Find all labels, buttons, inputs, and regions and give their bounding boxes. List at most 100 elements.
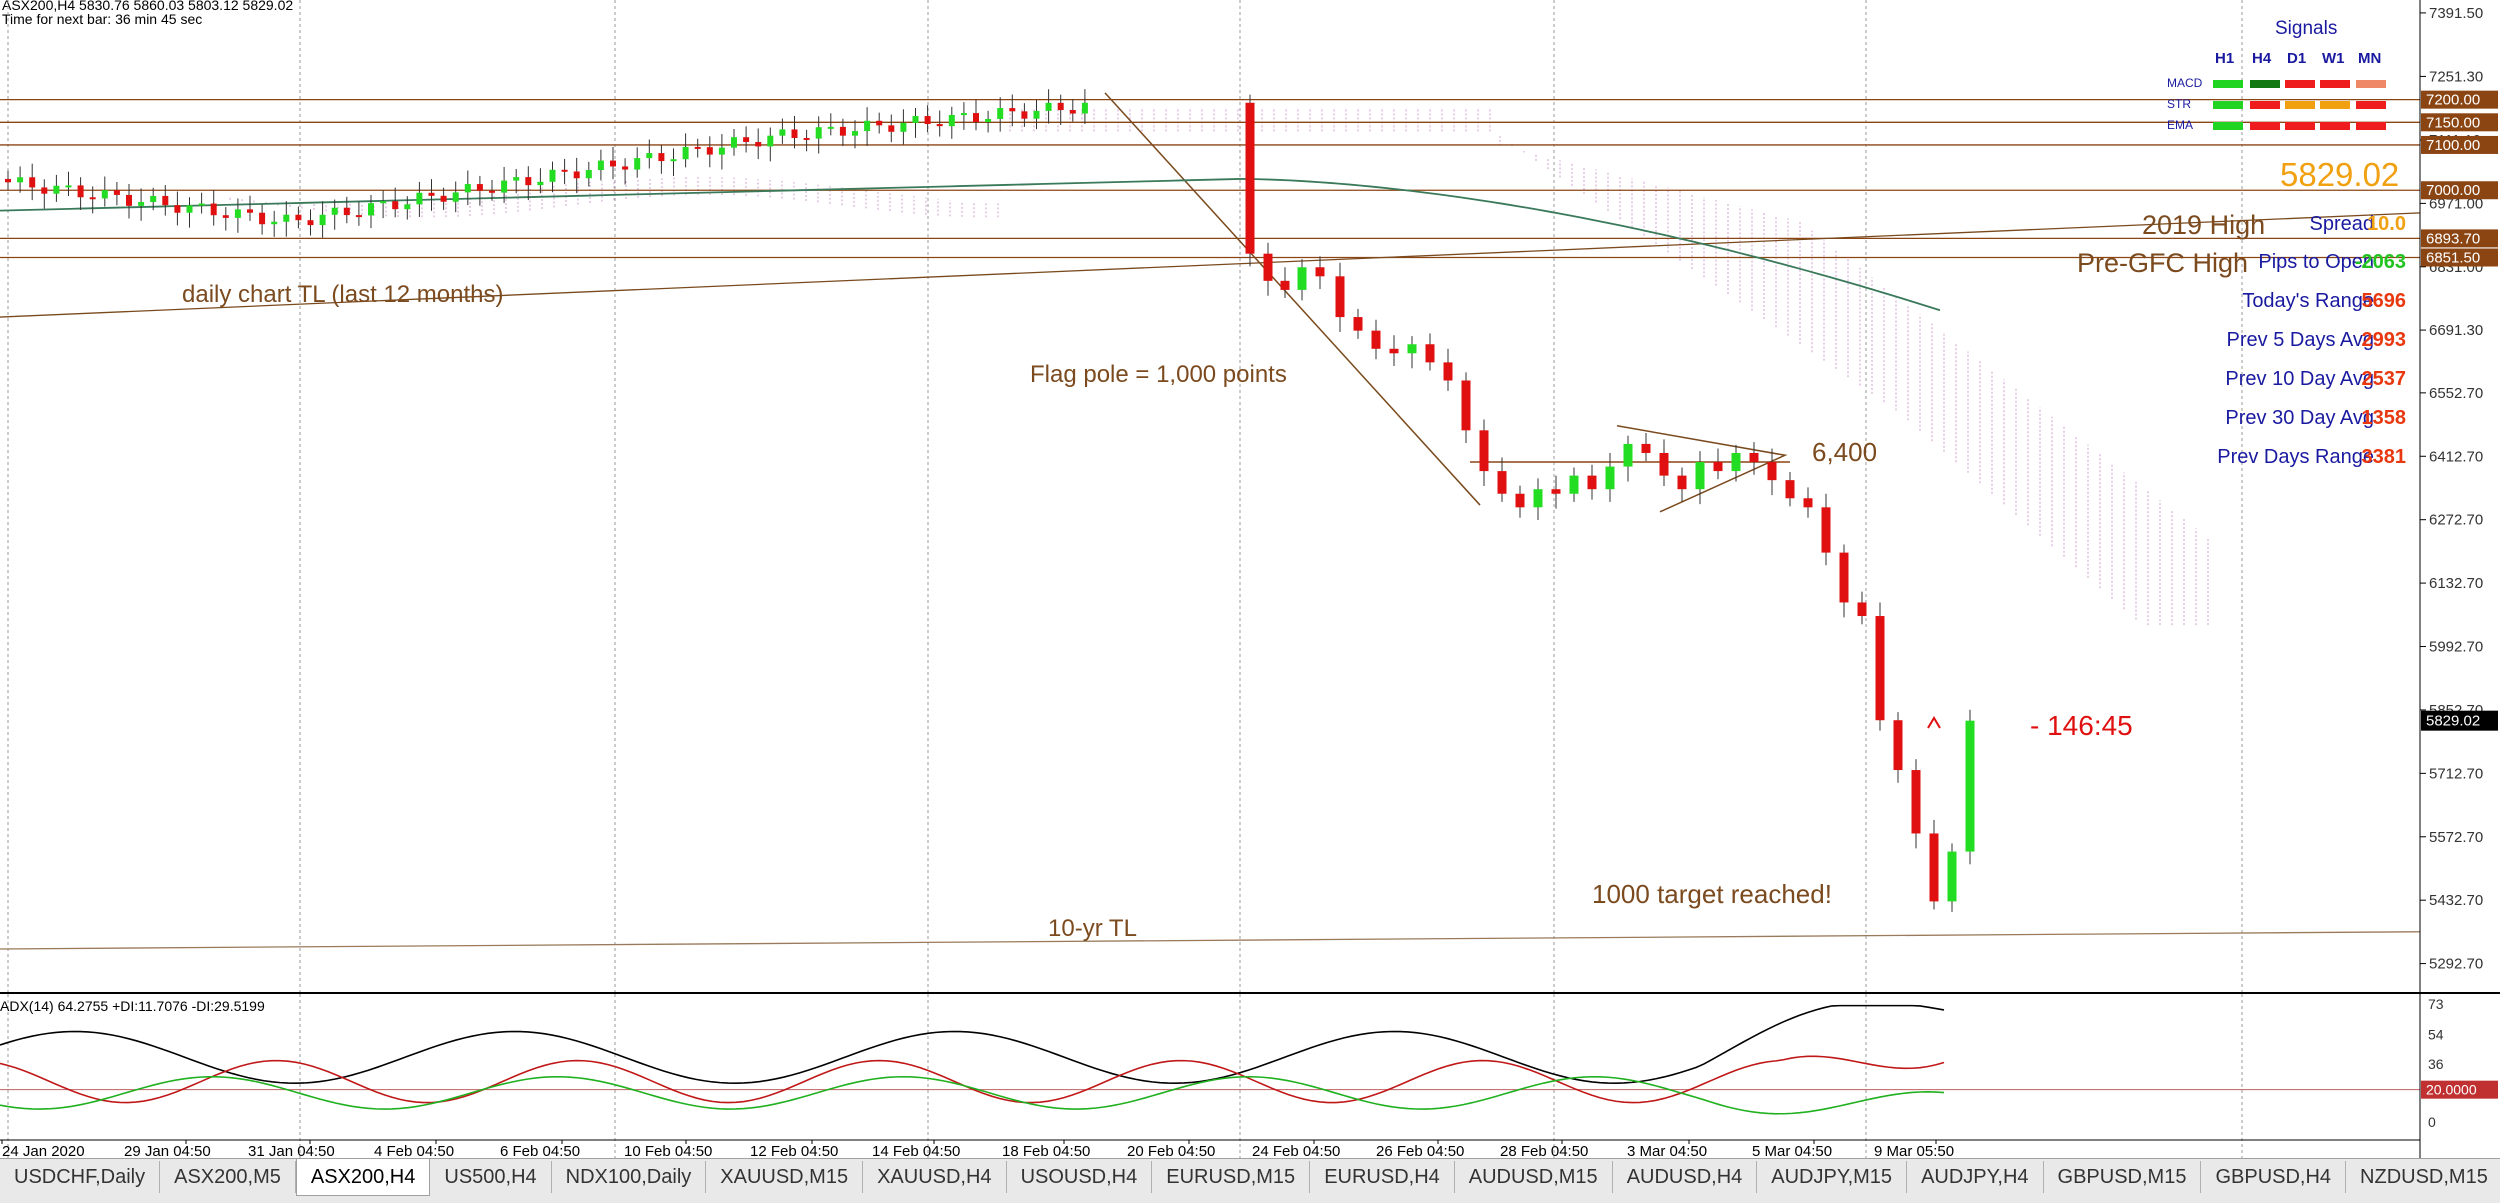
candle-body — [162, 195, 169, 206]
candle-body — [1731, 452, 1741, 472]
candle-body — [791, 129, 798, 138]
signals-title: Signals — [2275, 18, 2337, 39]
candle-body — [924, 116, 931, 125]
candle-body — [1569, 475, 1579, 494]
pennant-triangle — [1616, 425, 1788, 513]
candle-body — [77, 185, 84, 198]
candle-body — [839, 126, 846, 136]
candle-body — [307, 220, 314, 226]
chart-tab-usousd-h4[interactable]: USOUSD,H4 — [1007, 1161, 1153, 1193]
candle-body — [876, 120, 883, 126]
signal-row-label: EMA — [2167, 118, 2193, 132]
candle-body — [5, 178, 11, 183]
candle-body — [912, 116, 919, 123]
chart-tab-eurusd-h4[interactable]: EURUSD,H4 — [1310, 1161, 1455, 1193]
candle-body — [960, 113, 967, 116]
chart-tab-xauusd-m15[interactable]: XAUUSD,M15 — [706, 1161, 864, 1193]
candle-body — [1587, 475, 1597, 490]
candle-body — [1803, 498, 1813, 508]
candle-body — [234, 209, 241, 218]
signal-cell — [2356, 80, 2386, 88]
time-axis-label: 12 Feb 04:50 — [750, 1143, 838, 1158]
candle-body — [537, 181, 544, 186]
signal-cell — [2320, 122, 2350, 130]
candle-body — [17, 177, 24, 183]
chart-tab-us500-h4[interactable]: US500,H4 — [430, 1161, 552, 1193]
candle-body — [501, 180, 508, 193]
chart-tab-asx200-m5[interactable]: ASX200,M5 — [160, 1161, 296, 1193]
level-price-tag — [2421, 229, 2498, 248]
candle-body — [1315, 267, 1325, 277]
adx-plus-di-line — [0, 1075, 1945, 1115]
candle-body — [973, 113, 979, 123]
info-row-label: Spread — [2310, 213, 2375, 235]
info-row-label: Prev 5 Days Avg — [2227, 329, 2374, 351]
chart-tab-audusd-h4[interactable]: AUDUSD,H4 — [1613, 1161, 1758, 1193]
time-axis-label: 26 Feb 04:50 — [1376, 1143, 1464, 1158]
signal-cell — [2320, 80, 2350, 88]
candle-body — [731, 137, 737, 148]
signal-cell — [2285, 80, 2315, 88]
daily-trendline — [0, 212, 2421, 318]
candle-body — [1659, 452, 1669, 476]
adx-indicator[interactable]: ADX(14) 64.2755 +DI:11.7076 -DI:29.5199 7… — [0, 994, 2500, 1158]
candle-body — [1297, 267, 1307, 290]
chart-tab-nzdusd-m15[interactable]: NZDUSD,M15 — [2346, 1161, 2500, 1193]
level-6400-annotation: 6,400 — [1812, 437, 1877, 467]
price-tick-label: 6971.00 — [2429, 195, 2483, 212]
candle-body — [476, 184, 483, 191]
chart-tab-gbpusd-h4[interactable]: GBPUSD,H4 — [2201, 1161, 2347, 1193]
chart-tab-audjpy-h4[interactable]: AUDJPY,H4 — [1907, 1161, 2044, 1193]
level-price-tag-text: 7200.00 — [2426, 92, 2480, 109]
price-chart[interactable]: daily chart TL (last 12 months) Flag pole… — [0, 0, 2500, 992]
chart-tab-ndx100-daily[interactable]: NDX100,Daily — [552, 1161, 707, 1193]
chart-tab-xauusd-h4[interactable]: XAUUSD,H4 — [863, 1161, 1007, 1193]
candle-body — [1857, 602, 1867, 617]
candle-body — [936, 124, 943, 127]
price-tick-label: 6132.70 — [2429, 575, 2483, 592]
candle-body — [113, 190, 120, 195]
candle-body — [440, 195, 447, 202]
candle-body — [888, 125, 895, 132]
level-price-tag-text: 6893.70 — [2426, 230, 2480, 247]
candle-body — [1045, 102, 1052, 111]
adx-label: ADX(14) 64.2755 +DI:11.7076 -DI:29.5199 — [0, 998, 265, 1014]
price-tick-label: 5712.70 — [2429, 765, 2483, 782]
flag-pole-annotation: Flag pole = 1,000 points — [1030, 361, 1287, 388]
chart-tab-asx200-h4[interactable]: ASX200,H4 — [295, 1159, 431, 1196]
signal-cell — [2285, 101, 2315, 109]
candle-body — [1893, 720, 1903, 771]
candle-body — [1497, 471, 1507, 494]
time-axis-label: 18 Feb 04:50 — [1002, 1143, 1090, 1158]
price-tick-label: 6412.70 — [2429, 448, 2483, 465]
time-axis-label: 3 Mar 04:50 — [1627, 1143, 1707, 1158]
adx-tick-label: 54 — [2428, 1027, 2444, 1043]
candle-body — [1335, 276, 1345, 318]
time-axis-label: 31 Jan 04:50 — [248, 1143, 335, 1158]
high-2019-label: 2019 High — [2142, 210, 2265, 240]
candle-body — [1479, 430, 1489, 472]
signal-cell — [2213, 101, 2243, 109]
symbol-header: ASX200,H4 5830.76 5860.03 5803.12 5829.0… — [2, 0, 294, 13]
level-price-tag-text: 6851.50 — [2426, 250, 2480, 267]
chart-tab-usdchf-daily[interactable]: USDCHF,Daily — [0, 1161, 161, 1193]
chart-tab-audjpy-m15[interactable]: AUDJPY,M15 — [1757, 1161, 1908, 1193]
candle-body — [1695, 462, 1705, 490]
candle-body — [1009, 108, 1016, 112]
candle-body — [1443, 362, 1453, 381]
level-price-tag-text: 7000.00 — [2426, 182, 2480, 199]
signal-cell — [2356, 122, 2386, 130]
candle-body — [694, 146, 701, 149]
candle-body — [658, 153, 665, 162]
level-price-tag — [2421, 113, 2498, 132]
chart-tab-audusd-m15[interactable]: AUDUSD,M15 — [1455, 1161, 1613, 1193]
candle-body — [1551, 489, 1561, 494]
price-tick-label: 6552.70 — [2429, 385, 2483, 402]
candle-body — [1677, 475, 1687, 490]
candle-body — [513, 177, 520, 181]
info-row-value: 2537 — [2362, 368, 2407, 390]
candle-body — [1033, 110, 1040, 119]
bar-timer-mark: - 146:45 — [2030, 710, 2133, 741]
chart-tab-gbpusd-m15[interactable]: GBPUSD,M15 — [2044, 1161, 2202, 1193]
chart-tab-eurusd-m15[interactable]: EURUSD,M15 — [1152, 1161, 1311, 1193]
